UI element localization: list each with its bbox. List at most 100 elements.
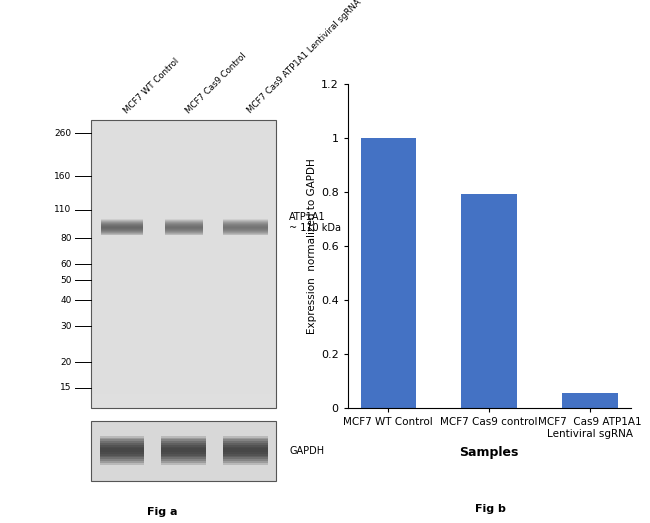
Bar <box>223 438 268 439</box>
Bar <box>164 225 203 226</box>
Bar <box>223 238 268 239</box>
Bar <box>99 417 144 419</box>
Bar <box>223 244 268 245</box>
Bar <box>99 475 144 477</box>
Bar <box>101 240 143 241</box>
Bar <box>164 224 203 225</box>
Bar <box>99 456 144 458</box>
Bar <box>161 461 206 463</box>
Bar <box>99 432 144 434</box>
Bar <box>101 243 143 244</box>
Bar <box>91 207 276 221</box>
Bar <box>99 467 144 468</box>
Bar <box>164 215 203 216</box>
Bar <box>223 216 268 217</box>
Bar <box>99 443 144 445</box>
Bar <box>101 228 143 229</box>
Bar <box>223 463 268 464</box>
Text: 110: 110 <box>54 206 72 214</box>
Bar <box>223 223 268 224</box>
Bar <box>101 230 143 231</box>
Bar <box>462 195 517 408</box>
Bar <box>223 220 268 221</box>
Bar <box>223 228 268 229</box>
Bar <box>101 212 143 213</box>
Bar <box>223 234 268 235</box>
Bar <box>223 458 268 459</box>
Y-axis label: Expression  normalized to GAPDH: Expression normalized to GAPDH <box>307 158 317 334</box>
Bar <box>99 470 144 472</box>
Bar <box>91 221 276 235</box>
Bar <box>223 450 268 452</box>
Bar <box>91 394 276 408</box>
Bar <box>223 445 268 447</box>
Bar <box>99 464 144 467</box>
Text: Fig a: Fig a <box>148 507 177 517</box>
Bar <box>91 178 276 192</box>
Bar <box>101 232 143 233</box>
Bar <box>99 438 144 439</box>
Bar <box>161 430 206 432</box>
Bar <box>161 417 206 419</box>
Text: 50: 50 <box>60 276 72 285</box>
Bar <box>101 229 143 230</box>
Bar <box>99 425 144 427</box>
Bar <box>223 454 268 456</box>
Bar <box>223 464 268 467</box>
Bar <box>223 224 268 225</box>
Bar <box>99 439 144 441</box>
Bar <box>99 447 144 448</box>
Bar <box>101 218 143 219</box>
Bar <box>91 120 276 408</box>
Text: 15: 15 <box>60 383 72 392</box>
Bar <box>99 416 144 417</box>
Bar <box>91 336 276 350</box>
Bar <box>161 448 206 450</box>
Bar <box>164 244 203 245</box>
Bar <box>223 430 268 432</box>
Text: 160: 160 <box>54 172 72 181</box>
Bar <box>361 138 416 408</box>
Bar <box>223 441 268 443</box>
Bar <box>99 441 144 443</box>
Bar <box>223 419 268 421</box>
Bar <box>164 214 203 215</box>
Bar <box>161 439 206 441</box>
Bar <box>101 220 143 221</box>
Bar <box>161 434 206 436</box>
Bar <box>101 238 143 239</box>
Bar <box>99 427 144 428</box>
Bar <box>223 479 268 481</box>
Bar <box>161 474 206 475</box>
Bar <box>91 365 276 379</box>
Bar <box>223 456 268 458</box>
Bar <box>101 222 143 223</box>
Bar <box>223 215 268 216</box>
Bar <box>91 350 276 365</box>
Bar <box>223 236 268 237</box>
Bar <box>101 233 143 234</box>
Bar <box>161 456 206 458</box>
Bar <box>101 224 143 225</box>
Bar <box>91 278 276 293</box>
Bar <box>164 236 203 237</box>
Bar <box>223 483 268 485</box>
Bar <box>101 215 143 216</box>
Bar <box>164 222 203 223</box>
Bar <box>99 485 144 486</box>
Bar <box>99 454 144 456</box>
Bar <box>99 419 144 421</box>
Bar <box>223 481 268 483</box>
Bar <box>91 163 276 178</box>
Bar <box>101 242 143 243</box>
Bar <box>164 213 203 214</box>
Bar <box>91 379 276 394</box>
Bar <box>101 219 143 220</box>
Bar <box>99 472 144 474</box>
Bar <box>161 479 206 481</box>
Bar <box>99 459 144 461</box>
Bar <box>223 425 268 427</box>
Text: MCF7 WT Control: MCF7 WT Control <box>122 56 181 115</box>
Bar <box>161 477 206 479</box>
Text: 260: 260 <box>55 129 72 138</box>
